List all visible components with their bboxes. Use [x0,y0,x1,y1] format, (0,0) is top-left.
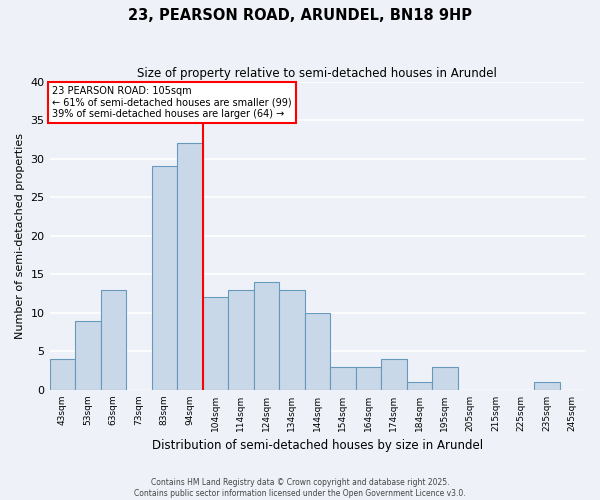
Bar [330,367,356,390]
Bar [152,166,177,390]
Bar [228,290,254,390]
Text: 23 PEARSON ROAD: 105sqm
← 61% of semi-detached houses are smaller (99)
39% of se: 23 PEARSON ROAD: 105sqm ← 61% of semi-de… [52,86,292,118]
Y-axis label: Number of semi-detached properties: Number of semi-detached properties [15,133,25,339]
Text: Contains HM Land Registry data © Crown copyright and database right 2025.
Contai: Contains HM Land Registry data © Crown c… [134,478,466,498]
Bar [101,290,126,390]
Bar [50,359,75,390]
X-axis label: Distribution of semi-detached houses by size in Arundel: Distribution of semi-detached houses by … [152,440,483,452]
Bar [381,359,407,390]
Bar [75,320,101,390]
Text: 23, PEARSON ROAD, ARUNDEL, BN18 9HP: 23, PEARSON ROAD, ARUNDEL, BN18 9HP [128,8,472,22]
Bar [407,382,432,390]
Bar [279,290,305,390]
Bar [203,298,228,390]
Bar [305,313,330,390]
Bar [254,282,279,390]
Bar [432,367,458,390]
Bar [356,367,381,390]
Title: Size of property relative to semi-detached houses in Arundel: Size of property relative to semi-detach… [137,68,497,80]
Bar [177,144,203,390]
Bar [534,382,560,390]
